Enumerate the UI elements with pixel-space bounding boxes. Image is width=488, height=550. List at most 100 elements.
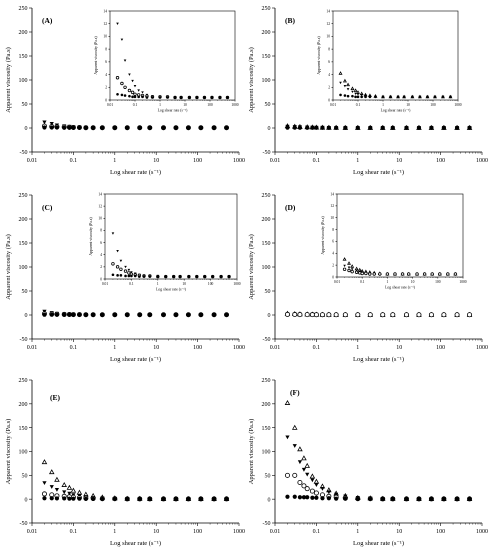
data-point (133, 274, 137, 278)
data-point (120, 38, 124, 41)
data-point (203, 96, 206, 99)
data-point (339, 93, 342, 97)
data-point (309, 473, 316, 479)
data-point (66, 484, 73, 490)
data-point (173, 496, 179, 502)
data-point (467, 312, 473, 318)
y-tick-label: 50 (265, 289, 271, 295)
data-point (364, 95, 367, 99)
y-tick-label: 0 (100, 277, 102, 281)
y-tick-label: 6 (328, 60, 330, 64)
data-point (368, 125, 373, 130)
data-point (433, 95, 437, 99)
data-point (314, 495, 319, 500)
data-point (115, 265, 120, 269)
data-point (422, 272, 427, 276)
x-tick-label: 10 (153, 345, 159, 351)
panel-label: (D) (285, 203, 296, 212)
x-tick-label: 0.01 (107, 103, 113, 107)
y-tick-label: 150 (262, 426, 271, 432)
data-point (42, 312, 47, 317)
y-tick-label: -50 (20, 337, 28, 343)
data-point (67, 491, 72, 496)
data-point (116, 274, 119, 277)
data-point (354, 92, 357, 95)
data-point (467, 496, 472, 502)
x-tick-label: 0.01 (27, 158, 38, 164)
x-tick-label: 1000 (459, 280, 466, 284)
data-point (49, 312, 54, 317)
x-tick-label: 0.1 (129, 282, 134, 286)
y-tick-label: 14 (326, 9, 330, 13)
x-tick-label: 1 (113, 529, 116, 535)
data-point (297, 446, 303, 452)
data-point (350, 269, 354, 274)
x-tick-label: 1 (157, 282, 159, 286)
y-tick-label: 150 (19, 54, 28, 60)
data-point (111, 232, 115, 235)
x-tick-label: 0.1 (70, 345, 78, 351)
data-point (116, 22, 119, 26)
data-point (320, 125, 325, 130)
y-axis-title: Apparent viscosity (Pa.s) (248, 234, 255, 300)
data-point (453, 272, 458, 276)
y-tick-label: 150 (262, 54, 271, 60)
data-point (309, 488, 315, 494)
data-point (218, 96, 222, 99)
data-point (210, 96, 214, 99)
data-point (354, 270, 359, 274)
data-point (186, 312, 191, 317)
data-point (211, 496, 217, 502)
data-point (334, 492, 339, 497)
data-point (347, 261, 352, 265)
data-point (173, 96, 177, 99)
data-point (292, 444, 297, 448)
data-point (137, 95, 140, 99)
y-tick-label: 10 (326, 35, 330, 39)
inset-chart: 0.01 0.1 1 10 100 1000 0 2 4 6 8 10 12 14 Log shear ra… (317, 9, 462, 112)
data-point (418, 95, 422, 99)
data-point (188, 96, 191, 99)
data-point (313, 490, 319, 496)
data-point (360, 95, 363, 99)
data-point (100, 312, 105, 317)
data-point (83, 125, 88, 130)
y-tick-label: 250 (19, 6, 28, 12)
data-point (454, 125, 460, 130)
data-point (137, 89, 140, 92)
data-point (156, 275, 160, 278)
data-point (301, 483, 307, 489)
data-point (354, 95, 357, 99)
y-tick-label: 50 (265, 473, 271, 479)
y-tick-label: 6 (332, 240, 334, 244)
y-tick-label: 200 (19, 30, 28, 36)
data-point (187, 275, 191, 278)
y-tick-label: 100 (262, 265, 271, 271)
data-point (198, 125, 203, 130)
y-tick-label: 0 (268, 126, 271, 132)
data-point (380, 496, 385, 502)
y-tick-label: 2 (100, 265, 102, 269)
data-point (127, 271, 131, 275)
data-point (133, 92, 137, 96)
data-point (404, 496, 409, 502)
y-tick-label: 2 (328, 86, 330, 90)
data-point (120, 81, 124, 86)
x-tick-label: 0.1 (313, 345, 321, 351)
x-tick-label: 0.01 (270, 345, 281, 351)
data-point (292, 125, 297, 130)
data-point (426, 95, 429, 99)
data-point (178, 275, 182, 278)
x-tick-label: 100 (435, 280, 441, 284)
data-point (62, 125, 67, 130)
x-tick-label: 10 (153, 158, 159, 164)
data-point (301, 455, 307, 461)
y-tick-label: 4 (100, 253, 102, 257)
data-point (145, 96, 149, 99)
data-point (71, 312, 76, 317)
x-tick-label: 1000 (233, 158, 245, 164)
data-point (112, 496, 117, 502)
